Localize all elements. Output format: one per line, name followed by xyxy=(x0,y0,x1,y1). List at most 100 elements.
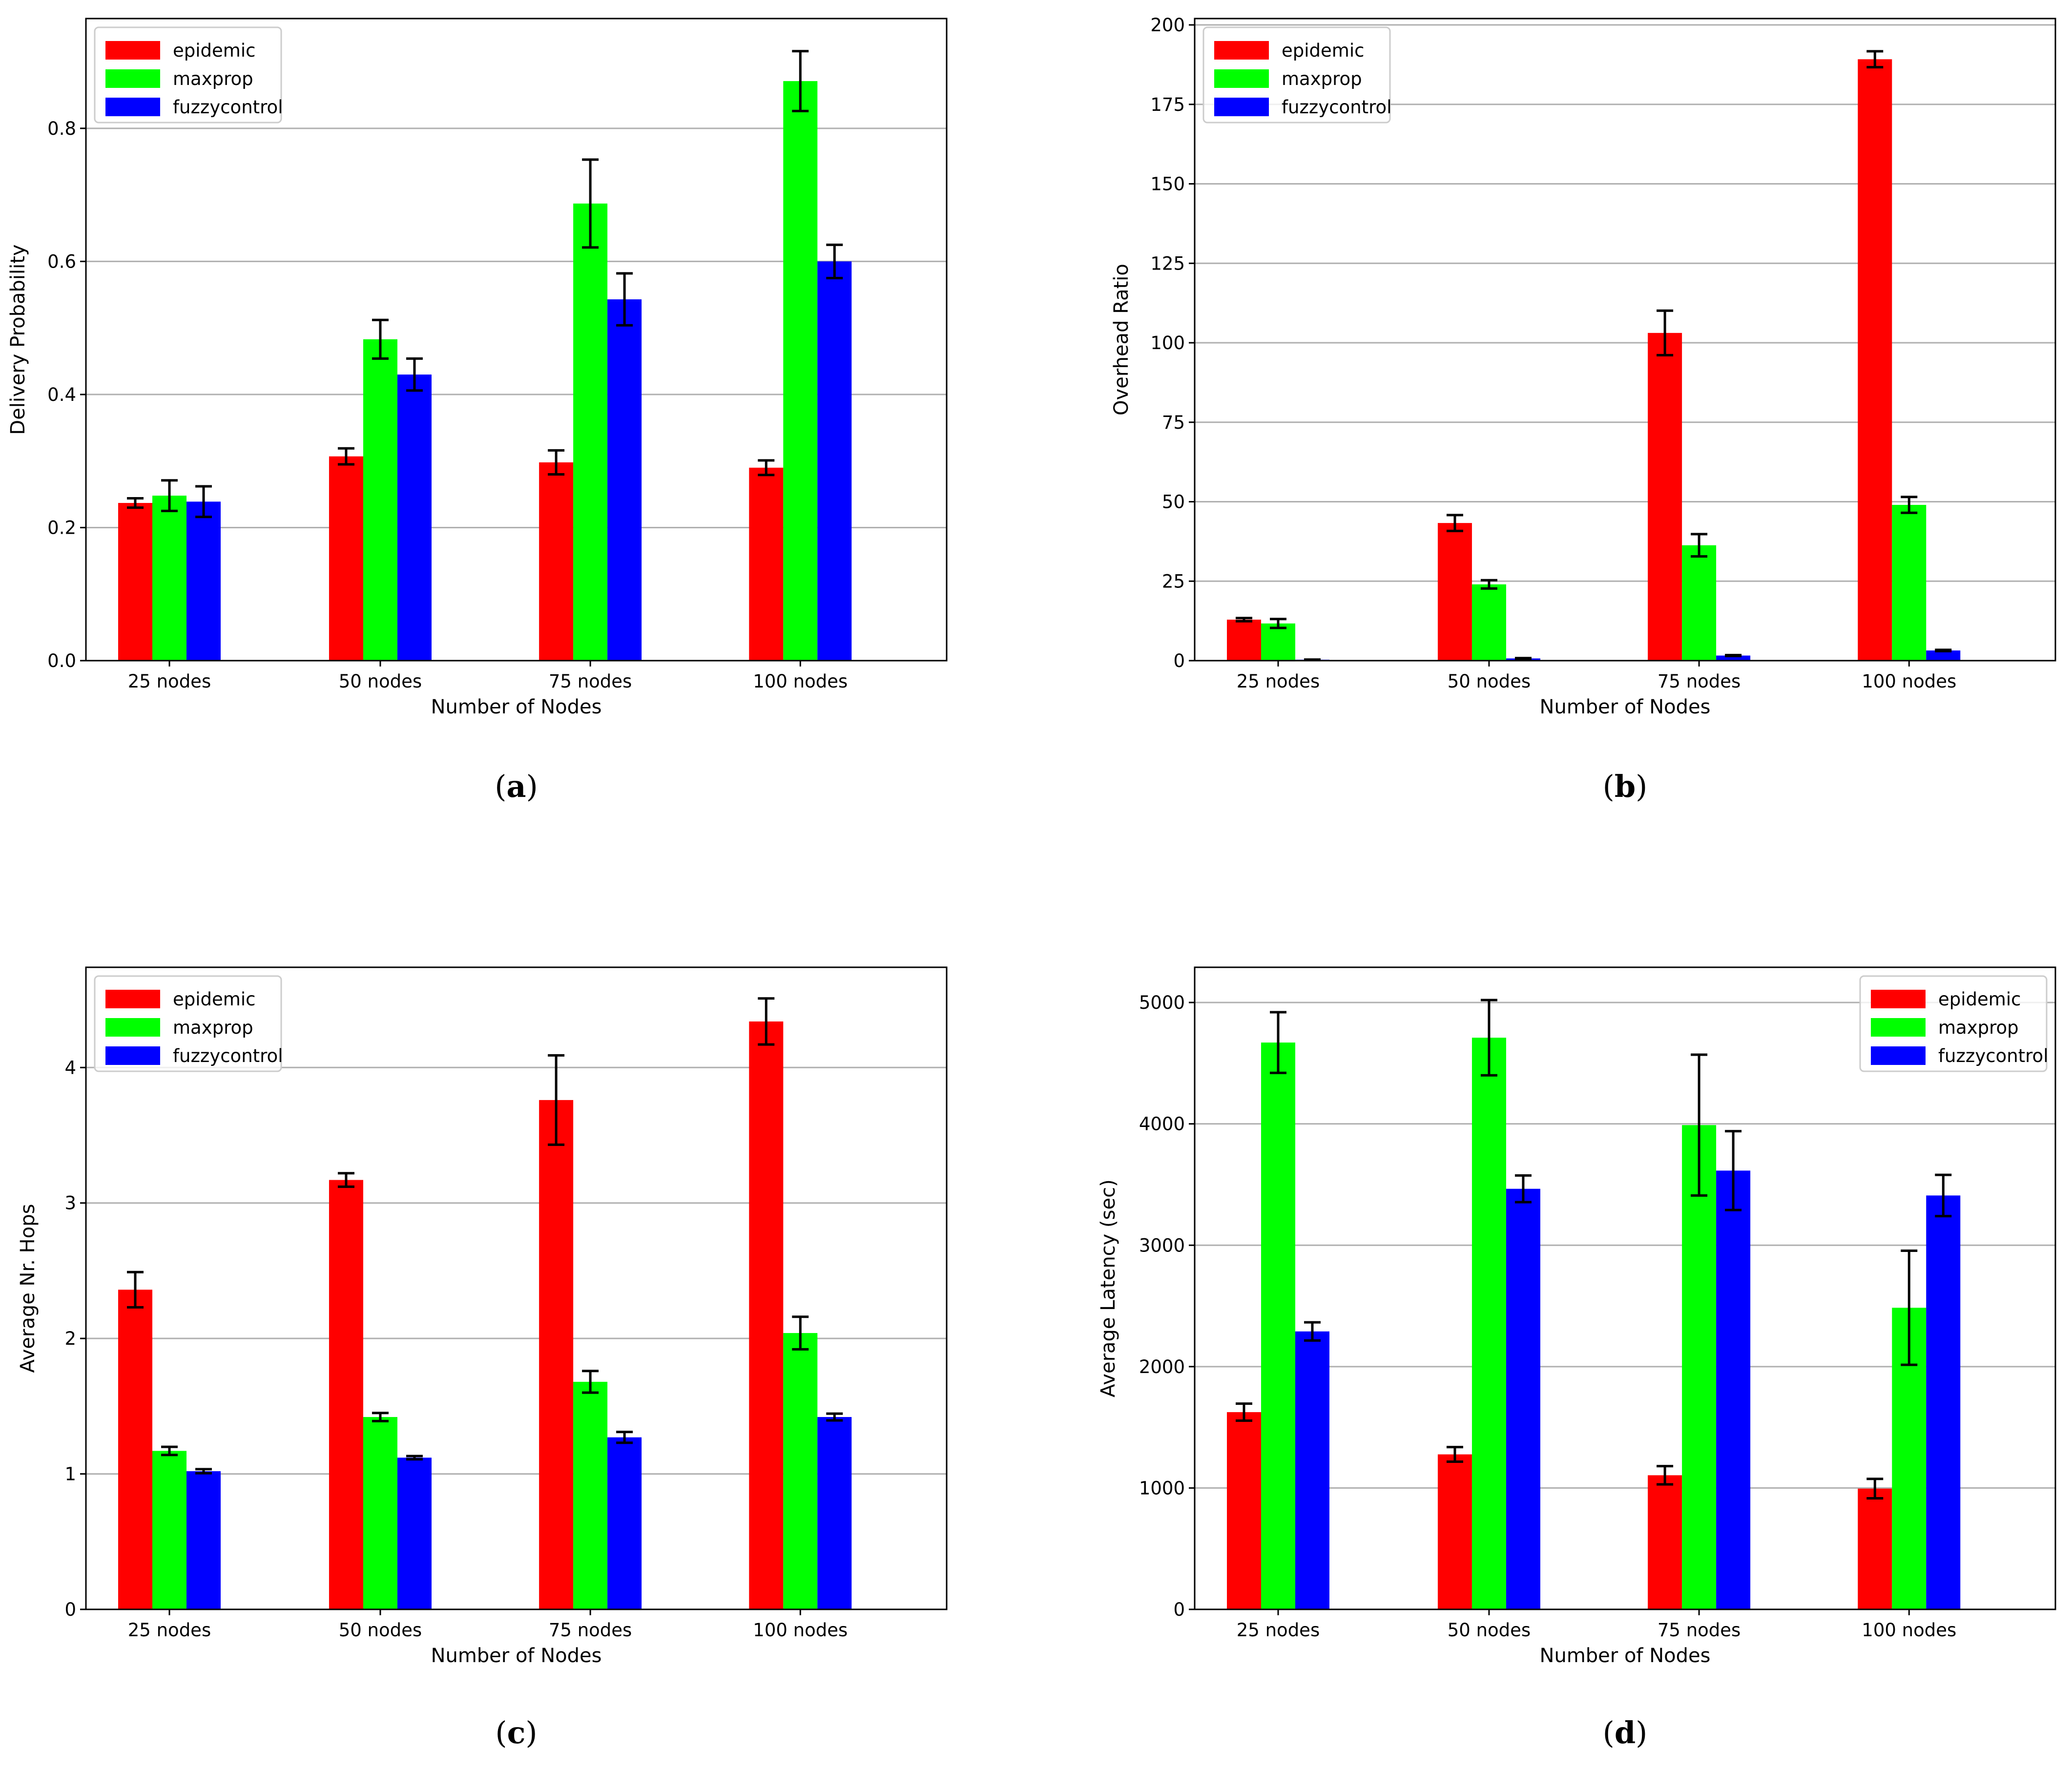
legend-swatch-maxprop xyxy=(105,69,160,88)
error-bar-fuzzycontrol-2 xyxy=(406,1455,423,1461)
legend-swatch-epidemic xyxy=(1871,990,1926,1008)
y-tick-label: 2000 xyxy=(1139,1356,1185,1377)
bar-epidemic-2 xyxy=(1437,523,1472,661)
caption-close-paren: ) xyxy=(526,769,538,804)
legend-swatch-fuzzycontrol xyxy=(105,98,160,116)
error-bar-fuzzycontrol-1 xyxy=(195,1468,212,1475)
caption-open-paren: ( xyxy=(1603,1715,1615,1750)
bar-fuzzycontrol-3 xyxy=(1716,1170,1751,1609)
plot-frame xyxy=(85,966,948,1610)
bar-epidemic-4 xyxy=(749,1021,784,1609)
legend-label-maxprop: maxprop xyxy=(1282,68,1362,89)
error-bar-fuzzycontrol-4 xyxy=(826,1412,843,1422)
bar-maxprop-2 xyxy=(363,1417,397,1609)
x-tick-label: 50 nodes xyxy=(339,1620,422,1641)
legend-label-fuzzycontrol: fuzzycontrol xyxy=(1282,97,1391,118)
y-tick-label: 75 xyxy=(1162,412,1185,433)
bar-maxprop-2 xyxy=(363,339,397,661)
caption-letter: c xyxy=(507,1715,526,1750)
error-bar-maxprop-2 xyxy=(372,1412,389,1422)
bar-fuzzycontrol-1 xyxy=(1295,1331,1330,1609)
bar-fuzzycontrol-1 xyxy=(186,501,221,661)
chart-panel-d: 0 1000 2000 3000 4000 5000 25 nodes 50 nodes 75 … xyxy=(1097,966,2056,1750)
bar-maxprop-3 xyxy=(573,203,608,661)
plot-frame xyxy=(1194,18,2056,662)
bar-epidemic-4 xyxy=(749,467,784,661)
plot-frame xyxy=(85,18,948,662)
bar-maxprop-1 xyxy=(1261,1042,1296,1609)
bar-fuzzycontrol-2 xyxy=(1506,1188,1540,1609)
legend: epidemic maxprop fuzzycontrol xyxy=(94,26,283,124)
legend-label-epidemic: epidemic xyxy=(1938,989,2021,1010)
error-bar-epidemic-4 xyxy=(1866,50,1884,69)
error-bar-maxprop-1 xyxy=(1270,1011,1287,1074)
legend-label-epidemic: epidemic xyxy=(173,40,255,61)
x-axis-label: Number of Nodes xyxy=(1540,1645,1711,1667)
error-bar-maxprop-3 xyxy=(1691,533,1708,558)
error-bar-fuzzycontrol-1 xyxy=(1304,1321,1321,1342)
bar-maxprop-1 xyxy=(1261,623,1296,661)
caption-letter: b xyxy=(1615,769,1636,804)
y-tick-label: 0 xyxy=(1173,650,1185,671)
caption-letter: a xyxy=(506,769,526,804)
error-bar-epidemic-4 xyxy=(1866,1478,1884,1500)
legend-swatch-maxprop xyxy=(105,1018,160,1037)
legend-label-fuzzycontrol: fuzzycontrol xyxy=(1938,1045,2048,1066)
y-tick-label: 3000 xyxy=(1139,1235,1185,1256)
bar-epidemic-2 xyxy=(329,1180,363,1609)
x-tick-label: 50 nodes xyxy=(1448,1620,1531,1641)
error-bar-epidemic-3 xyxy=(548,1054,565,1146)
bar-maxprop-4 xyxy=(783,81,818,661)
y-tick-label: 150 xyxy=(1150,174,1185,195)
legend-label-maxprop: maxprop xyxy=(1938,1017,2019,1038)
caption-open-paren: ( xyxy=(495,769,506,804)
y-tick-label: 0.8 xyxy=(47,118,76,139)
error-bar-maxprop-2 xyxy=(372,318,389,360)
error-bar-epidemic-3 xyxy=(1657,1465,1674,1486)
x-tick-label: 25 nodes xyxy=(128,1620,211,1641)
error-bar-epidemic-3 xyxy=(1657,309,1674,356)
error-bar-maxprop-1 xyxy=(161,1445,178,1457)
y-tick-label: 0.0 xyxy=(47,650,76,671)
bar-maxprop-4 xyxy=(783,1333,818,1609)
error-bar-epidemic-3 xyxy=(548,449,565,476)
error-bar-epidemic-1 xyxy=(127,1271,144,1309)
x-tick-label: 75 nodes xyxy=(1658,671,1740,692)
y-tick-label: 3 xyxy=(64,1193,76,1214)
panel-caption: (c) xyxy=(495,1715,537,1750)
y-tick-label: 1000 xyxy=(1139,1478,1185,1499)
y-tick-label: 200 xyxy=(1150,15,1185,36)
y-tick-label: 0 xyxy=(64,1599,76,1620)
y-tick-label: 125 xyxy=(1150,253,1185,274)
plot-frame xyxy=(1194,966,2056,1610)
bar-maxprop-3 xyxy=(573,1381,608,1609)
error-bar-fuzzycontrol-4 xyxy=(826,243,843,279)
bar-fuzzycontrol-1 xyxy=(186,1471,221,1609)
legend-swatch-fuzzycontrol xyxy=(1871,1046,1926,1065)
y-axis-label: Overhead Ratio xyxy=(1110,264,1133,416)
error-bar-epidemic-1 xyxy=(1236,1402,1253,1422)
error-bar-epidemic-2 xyxy=(337,447,354,466)
bar-epidemic-4 xyxy=(1858,59,1892,661)
bar-fuzzycontrol-4 xyxy=(817,1417,852,1609)
x-tick-label: 25 nodes xyxy=(1237,671,1320,692)
caption-close-paren: ) xyxy=(1636,769,1647,804)
chart-panel-c: 0 1 2 3 4 25 nodes 50 nodes 75 nodes 100 nodes Nu… xyxy=(17,966,948,1750)
legend: epidemic maxprop fuzzycontrol xyxy=(1202,26,1391,124)
panel-caption: (b) xyxy=(1603,769,1648,804)
legend-swatch-maxprop xyxy=(1871,1018,1926,1037)
bar-fuzzycontrol-3 xyxy=(1716,655,1751,661)
caption-open-paren: ( xyxy=(1603,769,1615,804)
x-tick-label: 100 nodes xyxy=(1862,1620,1956,1641)
x-axis-label: Number of Nodes xyxy=(431,696,602,718)
bar-epidemic-3 xyxy=(539,1100,574,1609)
legend-swatch-maxprop xyxy=(1214,69,1269,88)
y-tick-label: 5000 xyxy=(1139,992,1185,1013)
error-bar-maxprop-2 xyxy=(1480,579,1497,590)
error-bar-fuzzycontrol-1 xyxy=(195,485,212,519)
y-tick-label: 4000 xyxy=(1139,1114,1185,1135)
error-bar-maxprop-3 xyxy=(582,1370,599,1394)
x-tick-label: 25 nodes xyxy=(1237,1620,1320,1641)
y-tick-label: 2 xyxy=(64,1328,76,1349)
